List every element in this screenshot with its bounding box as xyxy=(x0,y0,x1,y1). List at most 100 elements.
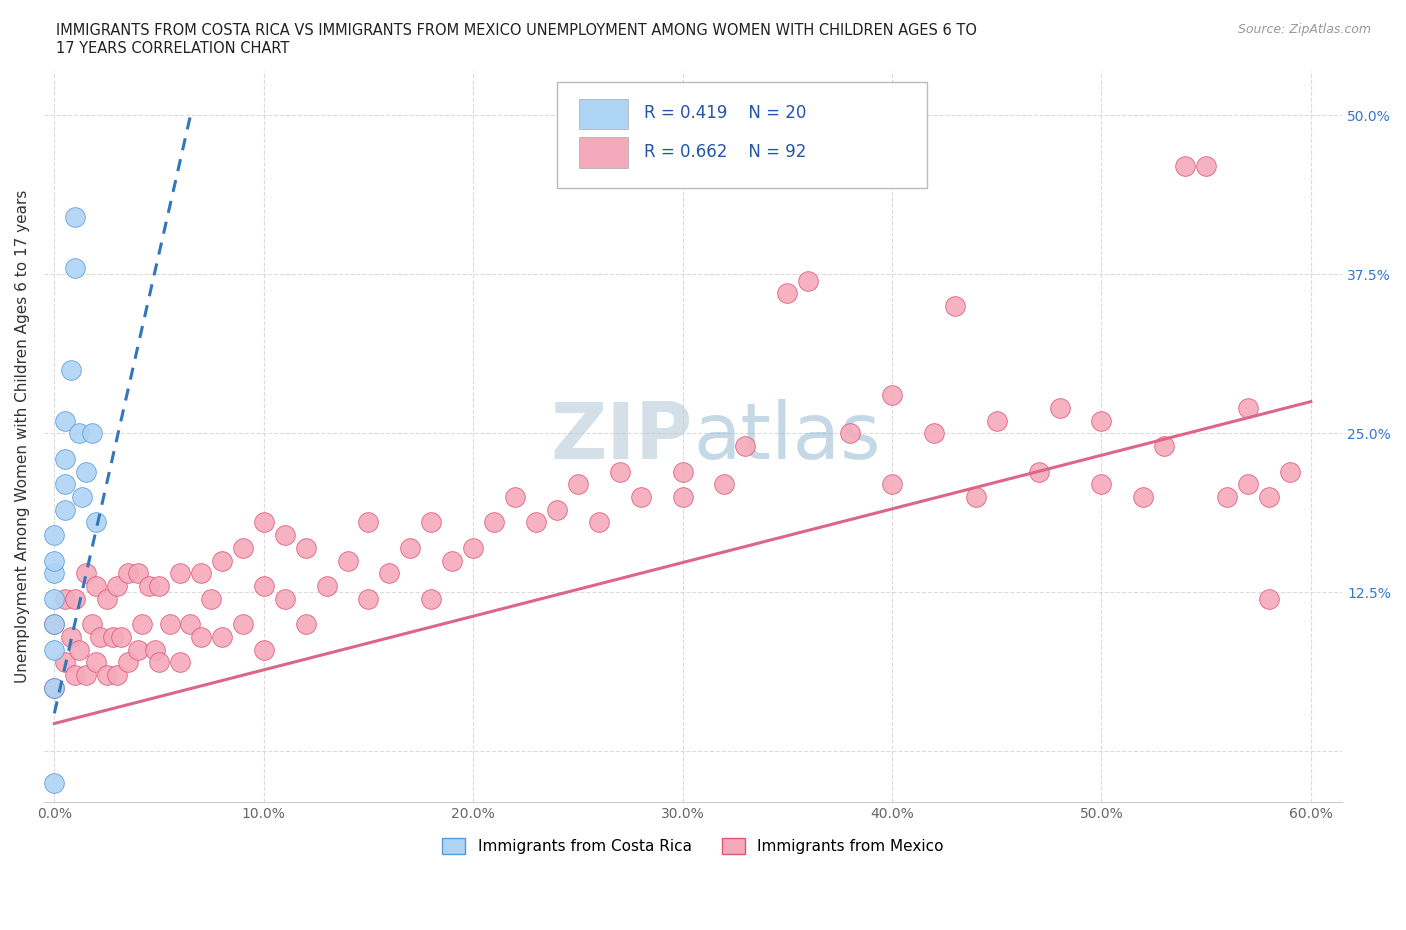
Point xyxy=(53,451,76,466)
Point xyxy=(127,643,149,658)
Point xyxy=(44,617,66,631)
Point xyxy=(44,566,66,581)
Point xyxy=(1174,159,1197,174)
Point xyxy=(588,515,610,530)
Point xyxy=(131,617,153,631)
Point xyxy=(253,515,276,530)
Point xyxy=(524,515,547,530)
Point xyxy=(420,515,443,530)
Point xyxy=(399,540,422,555)
Point xyxy=(713,477,735,492)
Point xyxy=(1049,401,1071,416)
Point xyxy=(546,502,568,517)
Point xyxy=(169,655,191,670)
Point xyxy=(84,655,107,670)
Point xyxy=(65,209,87,224)
Point xyxy=(75,464,97,479)
Point xyxy=(200,591,222,606)
Point xyxy=(75,566,97,581)
Point xyxy=(75,668,97,683)
Point xyxy=(69,426,91,441)
Point xyxy=(44,591,66,606)
Point xyxy=(880,477,903,492)
Point xyxy=(1195,159,1218,174)
Point xyxy=(503,489,526,504)
Point xyxy=(96,591,118,606)
Point xyxy=(65,260,87,275)
Point xyxy=(357,515,380,530)
Point xyxy=(671,464,693,479)
Point xyxy=(89,630,111,644)
Point xyxy=(1237,477,1260,492)
Point xyxy=(482,515,505,530)
Point xyxy=(143,643,166,658)
Point xyxy=(211,630,233,644)
Point xyxy=(53,655,76,670)
Point xyxy=(70,489,93,504)
Point xyxy=(127,566,149,581)
Point xyxy=(274,591,297,606)
Point xyxy=(44,553,66,568)
Point xyxy=(84,578,107,593)
Point xyxy=(84,515,107,530)
Point xyxy=(1278,464,1301,479)
FancyBboxPatch shape xyxy=(557,82,927,188)
Point xyxy=(60,363,83,378)
Point xyxy=(294,617,316,631)
Point xyxy=(53,413,76,428)
Point xyxy=(1090,477,1112,492)
Point xyxy=(671,489,693,504)
Point xyxy=(1258,591,1281,606)
Text: ZIP: ZIP xyxy=(551,399,693,474)
Bar xyxy=(579,138,628,168)
Point xyxy=(253,643,276,658)
Legend: Immigrants from Costa Rica, Immigrants from Mexico: Immigrants from Costa Rica, Immigrants f… xyxy=(436,832,950,860)
Point xyxy=(148,578,170,593)
Point xyxy=(232,540,254,555)
Point xyxy=(734,439,756,454)
Point xyxy=(69,643,91,658)
Text: R = 0.419    N = 20: R = 0.419 N = 20 xyxy=(644,104,806,122)
Point xyxy=(567,477,589,492)
Point xyxy=(179,617,201,631)
Point xyxy=(965,489,987,504)
Point xyxy=(80,426,103,441)
Point xyxy=(943,299,966,313)
Point xyxy=(65,591,87,606)
Point xyxy=(44,527,66,542)
Point xyxy=(138,578,160,593)
Point xyxy=(105,578,128,593)
Point xyxy=(1153,439,1175,454)
Point xyxy=(44,681,66,696)
Point xyxy=(65,668,87,683)
Point xyxy=(441,553,464,568)
Point xyxy=(211,553,233,568)
Point xyxy=(463,540,485,555)
Point xyxy=(880,388,903,403)
Text: Source: ZipAtlas.com: Source: ZipAtlas.com xyxy=(1237,23,1371,36)
Point xyxy=(44,617,66,631)
Point xyxy=(315,578,337,593)
Point xyxy=(190,566,212,581)
Point xyxy=(378,566,401,581)
Point xyxy=(80,617,103,631)
Point xyxy=(294,540,316,555)
Point xyxy=(117,566,139,581)
Point xyxy=(1132,489,1154,504)
Point xyxy=(420,591,443,606)
Point xyxy=(1028,464,1050,479)
Text: atlas: atlas xyxy=(693,399,880,474)
Point xyxy=(1258,489,1281,504)
Point xyxy=(110,630,132,644)
Point xyxy=(336,553,359,568)
Point xyxy=(630,489,652,504)
Point xyxy=(274,527,297,542)
Point xyxy=(797,273,820,288)
Point xyxy=(117,655,139,670)
Point xyxy=(922,426,945,441)
Text: R = 0.662    N = 92: R = 0.662 N = 92 xyxy=(644,143,806,161)
Point xyxy=(53,591,76,606)
Point xyxy=(44,643,66,658)
Point xyxy=(96,668,118,683)
Point xyxy=(357,591,380,606)
